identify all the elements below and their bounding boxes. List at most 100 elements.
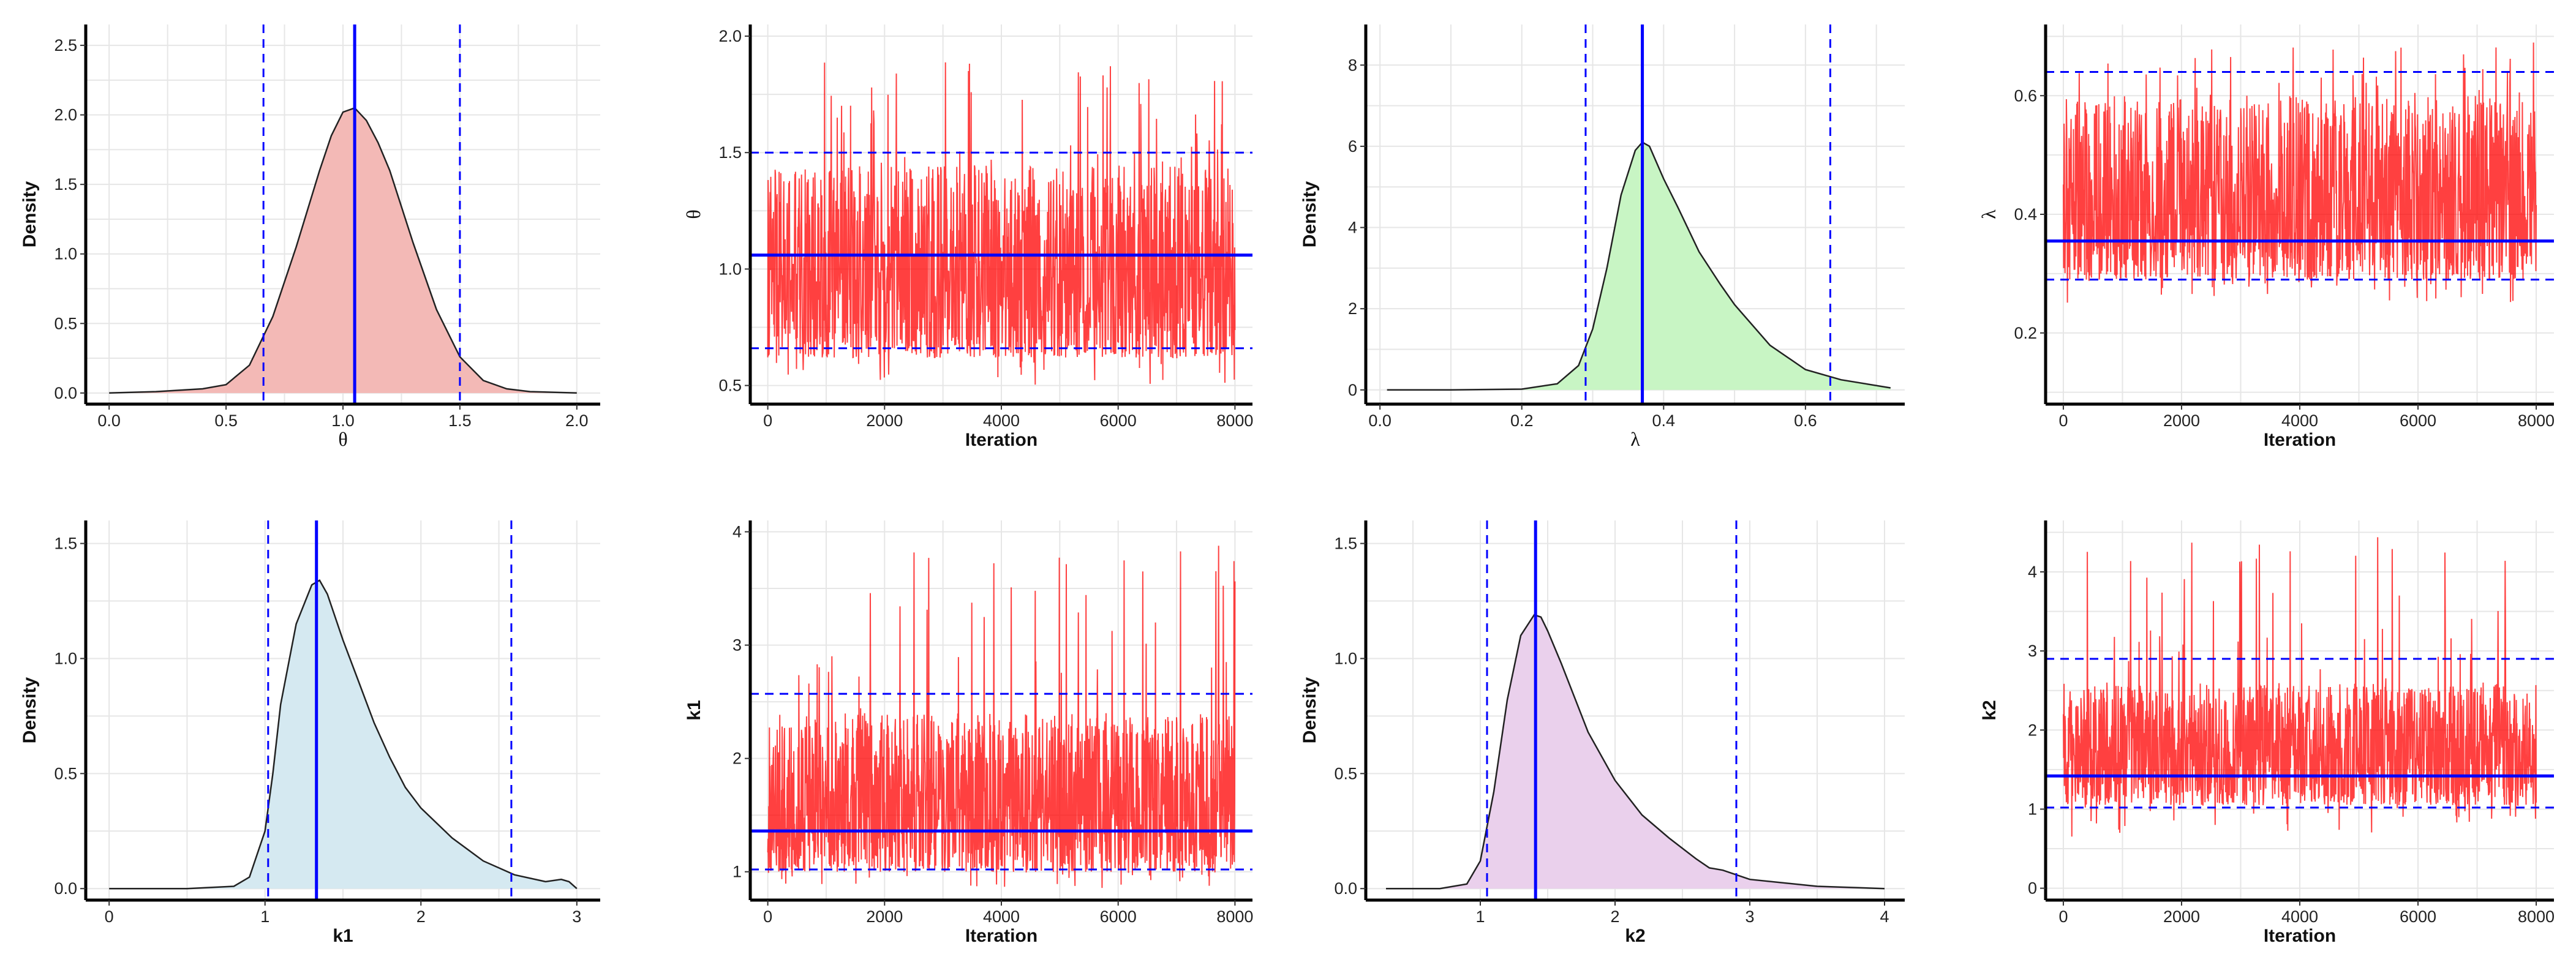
density-area (109, 580, 577, 889)
x-tick-label: 2000 (2163, 411, 2200, 430)
x-tick-label: 2 (416, 907, 426, 926)
x-tick-label: 0 (763, 907, 772, 926)
y-tick-label: 1.0 (718, 260, 742, 278)
panel-theta-density: 0.0 0.5 1.0 1.5 2.0 0.0 0.5 1.0 1.5 2.0 2.5 θ Densit… (20, 24, 600, 450)
trace-line (767, 546, 1236, 888)
trace-line (2063, 42, 2537, 303)
y-axis-title: Density (20, 677, 40, 744)
y-tick-label: 4 (733, 523, 742, 541)
x-tick-label: 0 (105, 907, 114, 926)
y-tick-label: 0.4 (2014, 205, 2037, 223)
y-tick-label: 0.5 (718, 377, 742, 395)
y-tick-label: 1.5 (718, 143, 742, 162)
x-tick-label: 4000 (2281, 411, 2318, 430)
panel-k2-trace: 0 2000 4000 6000 8000 0 1 2 3 4 Iteration k2 (1979, 520, 2555, 946)
y-tick-label: 0.0 (54, 384, 77, 402)
x-tick-label: 0.0 (97, 411, 121, 430)
panel-k1-density: 0 1 2 3 0.0 0.5 1.0 1.5 k1 Density (20, 520, 600, 946)
trace-line (767, 62, 1236, 385)
x-axis-title: k1 (333, 926, 353, 946)
y-tick-label: 8 (1348, 56, 1357, 74)
y-axis-title: Density (1300, 181, 1320, 248)
y-tick-label: 0 (1348, 381, 1357, 399)
y-tick-label: 0 (2028, 879, 2037, 898)
y-tick-label: 0.0 (54, 879, 77, 898)
y-tick-label: 0.6 (2014, 86, 2037, 105)
x-tick-label: 0 (2058, 411, 2068, 430)
y-axis-title: Density (1300, 677, 1320, 744)
x-tick-label: 1.5 (448, 411, 472, 430)
y-tick-label: 2 (733, 749, 742, 768)
panel-k1-trace: 0 2000 4000 6000 8000 1 2 3 4 Iteration k1 (684, 520, 1253, 946)
y-tick-label: 2 (2028, 721, 2037, 739)
x-tick-label: 2.0 (565, 411, 589, 430)
y-tick-label: 2.5 (54, 36, 77, 54)
y-tick-label: 1.5 (54, 175, 77, 193)
y-tick-label: 1.0 (1334, 649, 1357, 667)
x-tick-label: 0.2 (1510, 411, 1534, 430)
y-axis-title: k1 (684, 700, 704, 720)
y-tick-label: 2.0 (718, 27, 742, 45)
x-tick-label: 0.6 (1794, 411, 1817, 430)
x-tick-label: 0 (763, 411, 772, 430)
y-tick-label: 1 (733, 863, 742, 881)
y-tick-label: 0.5 (54, 314, 77, 332)
y-tick-label: 1 (2028, 800, 2037, 818)
x-tick-label: 0 (2058, 907, 2068, 926)
y-tick-label: 1.0 (54, 649, 77, 667)
x-axis-title: θ (338, 428, 347, 450)
x-tick-label: 6000 (1100, 907, 1137, 926)
x-tick-label: 3 (1745, 907, 1754, 926)
trace-line (2063, 537, 2537, 837)
panel-theta-trace: 0 2000 4000 6000 8000 0.5 1.0 1.5 2.0 Iteration θ (682, 24, 1253, 450)
x-tick-label: 0.5 (214, 411, 238, 430)
density-area (109, 108, 577, 393)
x-tick-label: 8000 (1216, 411, 1253, 430)
y-tick-label: 1.5 (1334, 535, 1357, 553)
density-curve (1387, 141, 1891, 391)
y-tick-label: 2 (1348, 299, 1357, 318)
y-tick-label: 1.5 (54, 535, 77, 553)
x-axis-title: Iteration (965, 926, 1038, 946)
y-axis-title: k2 (1979, 700, 2000, 720)
y-axis-title: λ (1978, 209, 2000, 219)
x-tick-label: 1 (1475, 907, 1485, 926)
x-tick-label: 4000 (983, 411, 1020, 430)
x-tick-label: 6000 (1100, 411, 1137, 430)
x-tick-label: 0.0 (1368, 411, 1392, 430)
panel-lambda-trace: 0 2000 4000 6000 8000 0.2 0.4 0.6 Iteration λ (1978, 24, 2555, 450)
y-axis-title: Density (20, 181, 40, 248)
y-tick-label: 3 (2028, 642, 2037, 660)
density-area (1386, 615, 1885, 889)
x-axis-title: Iteration (2264, 926, 2336, 946)
x-tick-label: 0.4 (1652, 411, 1676, 430)
y-tick-label: 4 (1348, 219, 1357, 237)
x-axis-title: Iteration (2264, 430, 2336, 450)
x-tick-label: 8000 (1216, 907, 1253, 926)
y-tick-label: 6 (1348, 137, 1357, 156)
panel-k2-density: 1 2 3 4 0.0 0.5 1.0 1.5 k2 Density (1300, 520, 1905, 946)
x-tick-label: 6000 (2400, 411, 2436, 430)
x-tick-label: 3 (572, 907, 581, 926)
y-tick-label: 0.0 (1334, 879, 1357, 898)
density-area (1387, 142, 1891, 390)
x-axis-title: λ (1630, 428, 1640, 450)
x-tick-label: 4000 (983, 907, 1020, 926)
x-tick-label: 2000 (866, 411, 903, 430)
x-tick-label: 2 (1610, 907, 1619, 926)
y-axis-title: θ (682, 209, 704, 219)
x-tick-label: 2000 (866, 907, 903, 926)
x-tick-label: 1.0 (331, 411, 355, 430)
y-tick-label: 4 (2028, 563, 2037, 581)
density-curve (109, 579, 578, 890)
x-tick-label: 8000 (2518, 907, 2555, 926)
x-tick-label: 6000 (2400, 907, 2436, 926)
y-tick-label: 0.5 (54, 764, 77, 783)
x-tick-label: 4 (1880, 907, 1889, 926)
y-tick-label: 3 (733, 636, 742, 655)
x-tick-label: 2000 (2163, 907, 2200, 926)
panel-lambda-density: 0.0 0.2 0.4 0.6 0 2 4 6 8 λ Density (1300, 24, 1905, 450)
x-axis-title: k2 (1625, 926, 1645, 946)
density-curve (1386, 614, 1885, 890)
